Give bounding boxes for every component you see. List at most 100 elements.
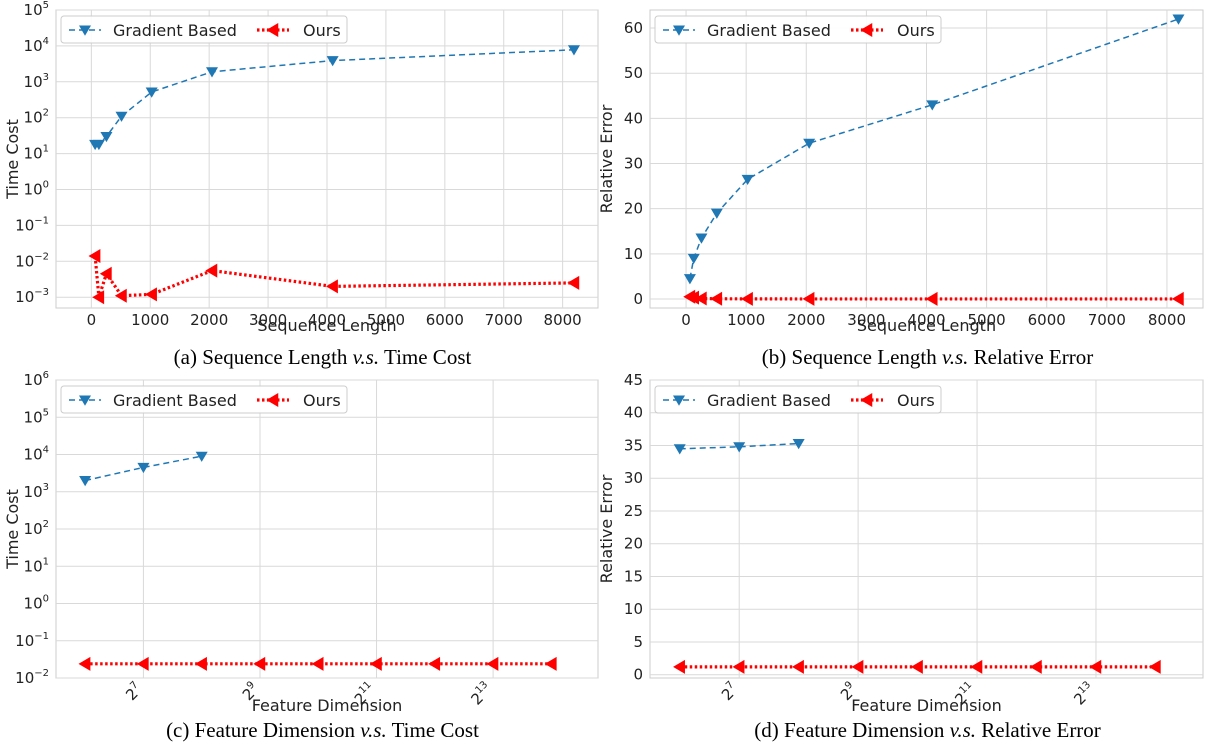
legend-label-ours: Ours — [303, 21, 341, 40]
y-tick-label: 20 — [624, 200, 643, 218]
y-tick-label: 30 — [624, 469, 643, 487]
y-tick-label: 15 — [624, 567, 643, 585]
plot-area — [649, 379, 1204, 679]
legend-marker-ours — [266, 393, 279, 407]
gradient-based-marker — [803, 138, 816, 149]
x-tick-label: 213 — [1070, 679, 1099, 708]
legend-marker-ours — [860, 23, 873, 37]
gradient-based-marker — [92, 139, 105, 151]
ours-marker — [195, 656, 207, 671]
x-tick-label: 8000 — [544, 311, 582, 329]
caption-c-pre: (c) Feature Dimension — [166, 718, 361, 742]
x-tick-label: 4000 — [907, 311, 945, 329]
caption-b-post: Relative Error — [968, 345, 1094, 369]
x-axis-label: Feature Dimension — [851, 696, 1002, 715]
y-tick-label: 30 — [624, 155, 643, 173]
gradient-based-marker — [567, 45, 580, 56]
ours-marker — [486, 656, 499, 671]
ours-marker — [673, 659, 685, 674]
legend-marker-gradient-based — [673, 25, 685, 36]
x-tick-label: 8000 — [1148, 311, 1186, 329]
gradient-based-marker — [695, 233, 708, 244]
x-tick-label: 5000 — [968, 311, 1006, 329]
ours-marker — [567, 275, 580, 290]
ours-marker — [99, 266, 112, 281]
y-tick-label: 100 — [24, 179, 49, 198]
ours-marker — [1171, 291, 1184, 306]
caption-a: (a) Sequence Length v.s. Time Cost — [60, 345, 585, 370]
x-tick-label: 6000 — [426, 311, 464, 329]
ours-marker — [311, 656, 324, 671]
y-tick-label: 45 — [624, 371, 643, 389]
ours-marker — [687, 290, 700, 305]
y-tick-label: 0 — [633, 666, 643, 684]
legend-marker-gradient-based — [673, 395, 685, 406]
ours-marker — [910, 659, 923, 674]
x-axis-label: Sequence Length — [257, 316, 396, 335]
caption-a-post: Time Cost — [379, 345, 472, 369]
legend-label-gradient-based: Gradient Based — [113, 391, 237, 410]
y-tick-label: 10−2 — [15, 251, 49, 270]
caption-b-pre: (b) Sequence Length — [761, 345, 942, 369]
gradient-based-marker — [145, 87, 158, 98]
ours-marker — [92, 290, 105, 305]
y-tick-label: 0 — [633, 290, 643, 308]
legend-box — [60, 385, 348, 414]
caption-c-post: Time Cost — [386, 718, 479, 742]
gradient-based-marker — [926, 100, 939, 111]
x-tick-label: 5000 — [367, 311, 405, 329]
ours-marker — [851, 659, 864, 674]
caption-d: (d) Feature Dimension v.s. Relative Erro… — [655, 718, 1200, 743]
y-tick-label: 10 — [624, 600, 643, 618]
ours-marker — [88, 249, 101, 264]
ours-marker — [792, 659, 804, 674]
caption-b-vs: v.s. — [941, 345, 969, 369]
gradient-based-marker — [741, 174, 754, 186]
y-tick-label: 100 — [24, 594, 49, 613]
ours-marker — [428, 656, 441, 671]
caption-d-post: Relative Error — [976, 718, 1101, 742]
y-tick-label: 106 — [24, 370, 49, 389]
y-tick-label: 20 — [624, 535, 643, 553]
y-axis-label: Relative Error — [597, 474, 616, 583]
gradient-based-marker — [710, 208, 723, 219]
y-tick-label: 5 — [633, 633, 643, 651]
caption-a-pre: (a) Sequence Length — [173, 345, 353, 369]
chart-panel-b: 0 1000 2000 3000 4000 5000 6000 7000 8000 0 10 20 30… — [597, 9, 1204, 335]
ours-marker — [1029, 659, 1042, 674]
y-tick-label: 104 — [24, 445, 49, 464]
y-tick-label: 25 — [624, 502, 643, 520]
gradient-based-marker — [683, 274, 696, 285]
y-axis-label: Time Cost — [3, 119, 22, 200]
ours-marker — [1148, 659, 1161, 674]
gradient-based-marker — [137, 462, 150, 474]
x-tick-label: 27 — [122, 679, 147, 704]
x-tick-label: 27 — [717, 679, 742, 704]
y-tick-label: 10−1 — [15, 215, 49, 234]
gradient-based-marker — [206, 67, 219, 78]
legend-marker-ours — [860, 393, 873, 407]
ours-marker — [732, 659, 745, 674]
ours-marker — [205, 263, 218, 278]
ours-marker — [114, 288, 127, 303]
gradient-based-marker — [115, 111, 128, 122]
caption-d-vs: v.s. — [949, 718, 977, 742]
y-tick-label: 10−1 — [15, 631, 49, 650]
y-tick-label: 101 — [24, 556, 49, 575]
x-axis-label: Feature Dimension — [252, 696, 403, 715]
gradient-based-marker — [100, 131, 113, 143]
y-tick-label: 40 — [624, 109, 643, 127]
caption-c: (c) Feature Dimension v.s. Time Cost — [60, 718, 585, 743]
ours-marker — [694, 291, 707, 306]
ours-marker — [802, 291, 815, 306]
x-axis-label: Sequence Length — [857, 316, 996, 335]
chart-panel-a: 0 1000 2000 3000 4000 5000 6000 7000 8000 10−3 10−… — [3, 0, 599, 335]
ours-marker — [145, 287, 157, 302]
legend-label-ours: Ours — [303, 391, 341, 410]
x-tick-label: 4000 — [308, 311, 346, 329]
y-tick-label: 103 — [24, 482, 49, 501]
x-tick-label: 3000 — [249, 311, 287, 329]
caption-d-pre: (d) Feature Dimension — [754, 718, 950, 742]
caption-c-vs: v.s. — [360, 718, 387, 742]
